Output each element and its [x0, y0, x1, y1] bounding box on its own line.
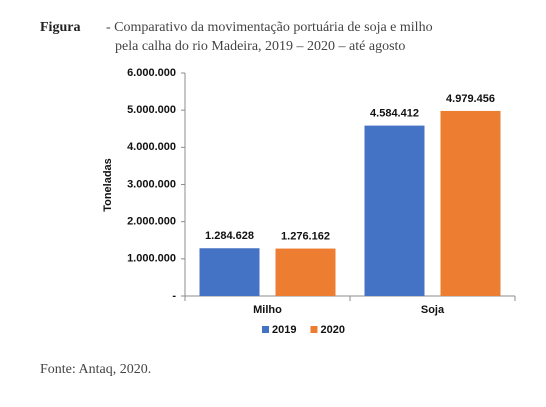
x-tick-label: Soja — [421, 304, 445, 316]
bar — [275, 248, 336, 296]
figure-label: Figura — [40, 20, 80, 35]
y-tick-label: 4.000.000 — [127, 141, 176, 153]
y-tick-label: 2.000.000 — [127, 216, 176, 228]
bar — [199, 248, 260, 296]
y-tick-label: 6.000.000 — [127, 67, 176, 79]
legend-label: 2020 — [320, 324, 344, 336]
legend-swatch — [262, 326, 269, 333]
x-tick-label: Milho — [253, 304, 282, 316]
title-line: - Comparativo da movimentação portuária … — [106, 20, 433, 35]
title-line: pela calha do rio Madeira, 2019 – 2020 –… — [115, 39, 405, 54]
y-tick-label: 5.000.000 — [127, 104, 176, 116]
y-axis-title: Toneladas — [102, 158, 114, 212]
value-label: 4.979.456 — [446, 93, 495, 105]
value-label: 1.284.628 — [205, 230, 254, 242]
y-tick-label: 1.000.000 — [127, 253, 176, 265]
y-tick-label: 3.000.000 — [127, 178, 176, 190]
bar — [364, 125, 425, 296]
legend-label: 2019 — [272, 324, 296, 336]
value-label: 4.584.412 — [370, 108, 419, 120]
y-tick-label: - — [172, 290, 176, 302]
bar — [440, 110, 501, 296]
value-label: 1.276.162 — [281, 230, 330, 242]
legend-swatch — [310, 326, 318, 333]
source: Fonte: Antaq, 2020. — [40, 362, 151, 377]
